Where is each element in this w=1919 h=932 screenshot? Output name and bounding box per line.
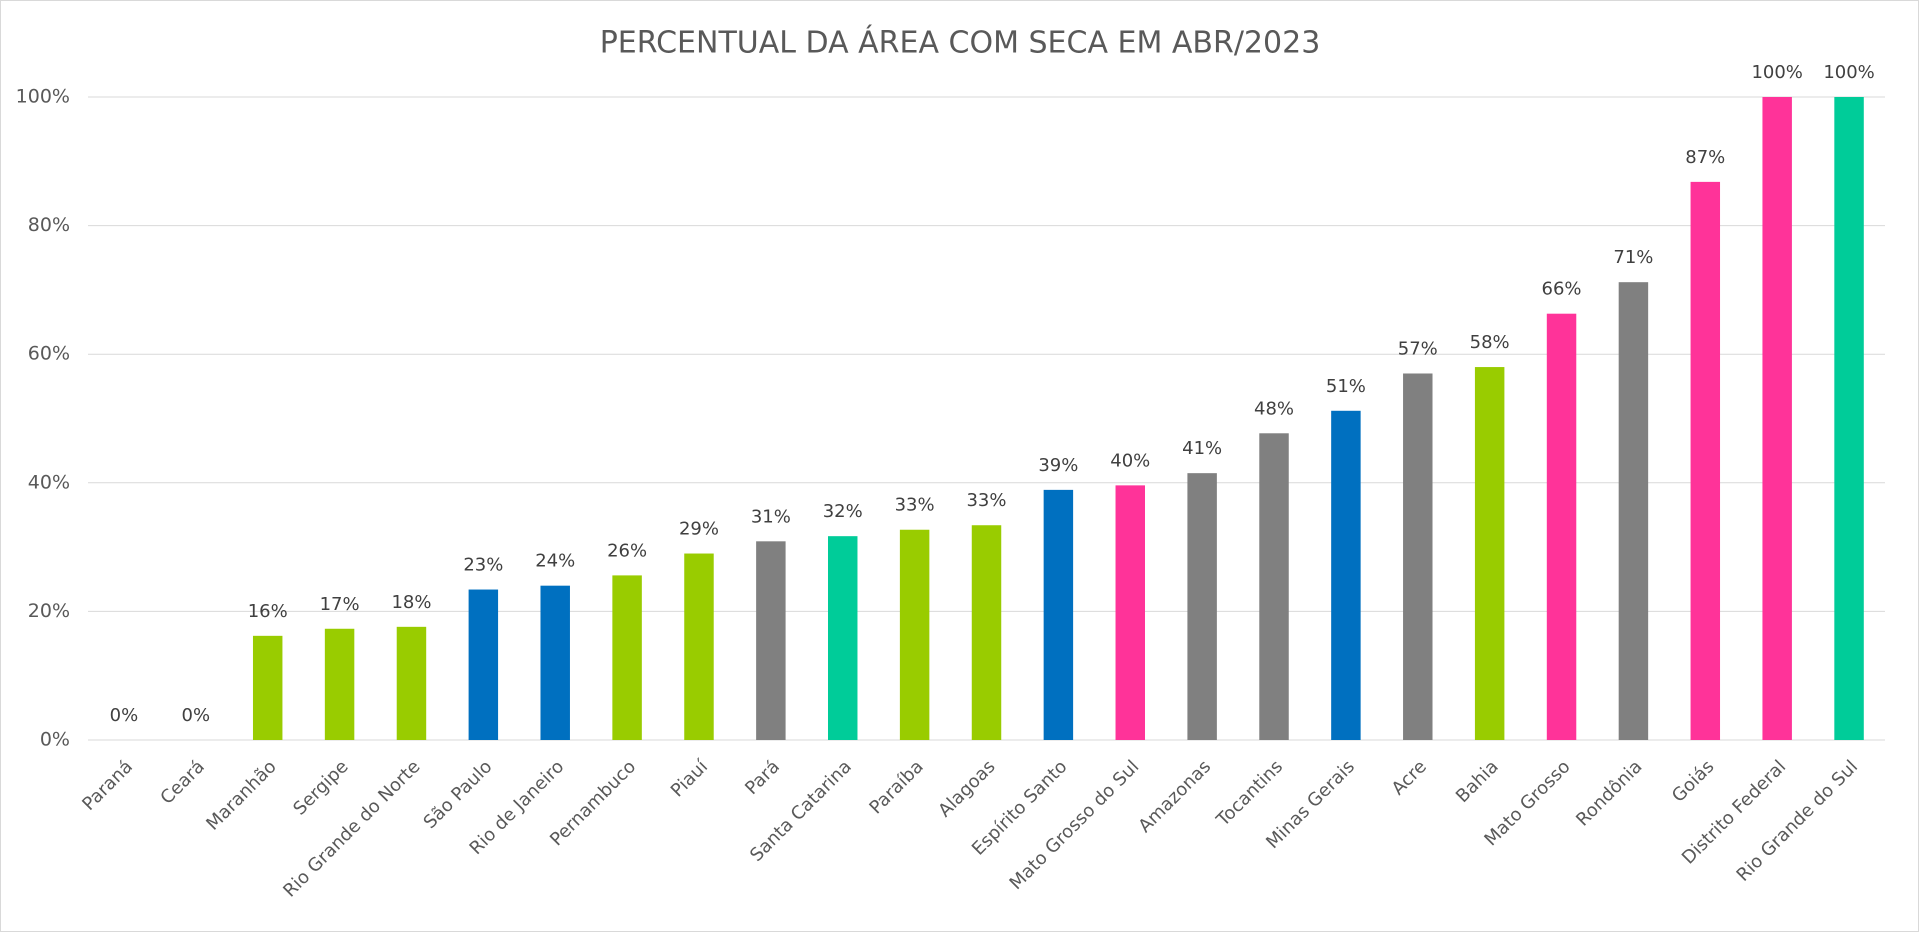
data-label: 32% [823,501,863,522]
y-tick-label: 40% [28,471,70,493]
data-label: 0% [110,705,139,726]
bar [756,541,786,740]
bar [1187,473,1217,740]
data-label: 39% [1038,455,1078,476]
data-label: 18% [391,592,431,613]
data-label: 71% [1613,247,1653,268]
bar [1762,97,1792,740]
bar [252,635,283,740]
data-label: 66% [1542,279,1582,300]
data-label: 33% [966,490,1006,511]
bar [899,529,930,740]
bar [396,626,427,740]
bar [1331,410,1361,740]
data-label: 26% [607,540,647,561]
y-tick-label: 60% [28,343,70,365]
data-label: 16% [248,601,288,622]
data-label: 48% [1254,398,1294,419]
data-label: 58% [1470,332,1510,353]
bar [468,589,499,740]
y-tick-label: 20% [28,600,70,622]
bar [1690,181,1721,741]
chart-title: PERCENTUAL DA ÁREA COM SECA EM ABR/2023 [600,25,1321,61]
data-label: 17% [320,594,360,615]
bar [1834,97,1864,740]
bar [1115,485,1145,740]
data-label: 33% [895,495,935,516]
bar [540,585,570,740]
data-label: 57% [1398,338,1438,359]
data-label: 40% [1110,450,1150,471]
data-label: 24% [535,551,575,572]
data-label: 23% [463,555,503,576]
bar [612,575,642,740]
bar [684,553,714,740]
bar [1403,373,1433,740]
data-label: 0% [182,705,211,726]
data-label: 87% [1685,147,1725,168]
data-label: 31% [751,506,791,527]
bar [1474,367,1505,740]
data-label: 100% [1823,62,1874,83]
bar [1259,433,1289,740]
data-label: 29% [679,519,719,540]
bar [1043,489,1074,740]
bar [828,536,858,740]
bar [1618,282,1649,740]
bar [1546,313,1577,740]
y-tick-label: 100% [16,86,70,108]
y-tick-label: 80% [28,214,70,236]
data-label: 51% [1326,376,1366,397]
bar [971,525,1002,740]
bar [324,628,355,740]
data-label: 41% [1182,438,1222,459]
data-label: 100% [1751,62,1802,83]
y-tick-label: 0% [40,729,70,751]
